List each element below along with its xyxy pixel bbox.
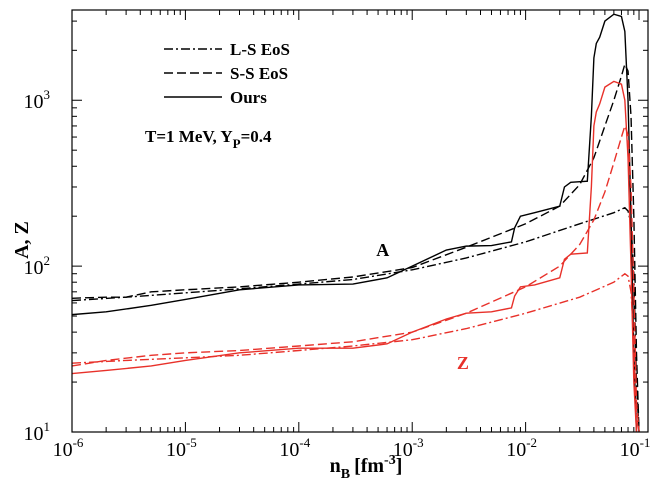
condition-suffix: =0.4 xyxy=(241,127,272,146)
x-axis-title-sub: B xyxy=(341,467,350,482)
y-tick-label: 101 xyxy=(24,419,51,445)
x-axis-title: nB [fm-3] xyxy=(330,453,403,482)
axis-ticks xyxy=(71,10,648,433)
x-tick-label: 10-2 xyxy=(506,435,537,461)
condition-sub: P xyxy=(233,136,241,151)
y-axis-title: A, Z xyxy=(11,221,33,259)
x-tick-label: 10-6 xyxy=(53,435,84,461)
series-group xyxy=(71,13,640,433)
series-a-l-s-eos xyxy=(71,206,640,433)
series-z-s-s-eos xyxy=(71,123,640,433)
x-tick-label: 10-3 xyxy=(393,435,424,461)
legend-label: S-S EoS xyxy=(230,64,288,83)
tick-labels: 10-6 10-5 10-4 10-3 10-2 10-1 101 102 103 xyxy=(24,87,651,461)
x-tick-label: 10-5 xyxy=(166,435,197,461)
x-axis-title-close: ] xyxy=(396,455,403,477)
x-axis-title-unit: [fm xyxy=(354,455,384,477)
annotation-A: A xyxy=(376,240,389,260)
series-a-s-s-eos xyxy=(71,62,640,433)
series-z-l-s-eos xyxy=(71,272,640,433)
legend-label: L-S EoS xyxy=(230,40,290,59)
x-tick-label: 10-4 xyxy=(279,435,310,461)
legend-label: Ours xyxy=(230,88,267,107)
condition-prefix: T=1 MeV, Y xyxy=(145,127,233,146)
y-tick-label: 102 xyxy=(24,253,51,279)
legend: L-S EoS S-S EoS Ours xyxy=(164,40,290,107)
condition-label: T=1 MeV, YP=0.4 xyxy=(145,127,272,151)
x-tick-label: 10-1 xyxy=(620,435,651,461)
y-tick-label: 103 xyxy=(24,87,51,113)
x-axis-title-unit-exp: -3 xyxy=(384,453,396,468)
series-a-ours xyxy=(71,13,638,433)
x-axis-title-main: n xyxy=(330,455,341,477)
annotation-Z: Z xyxy=(457,353,469,373)
series-z-ours xyxy=(71,80,638,433)
plot-frame xyxy=(71,9,649,433)
